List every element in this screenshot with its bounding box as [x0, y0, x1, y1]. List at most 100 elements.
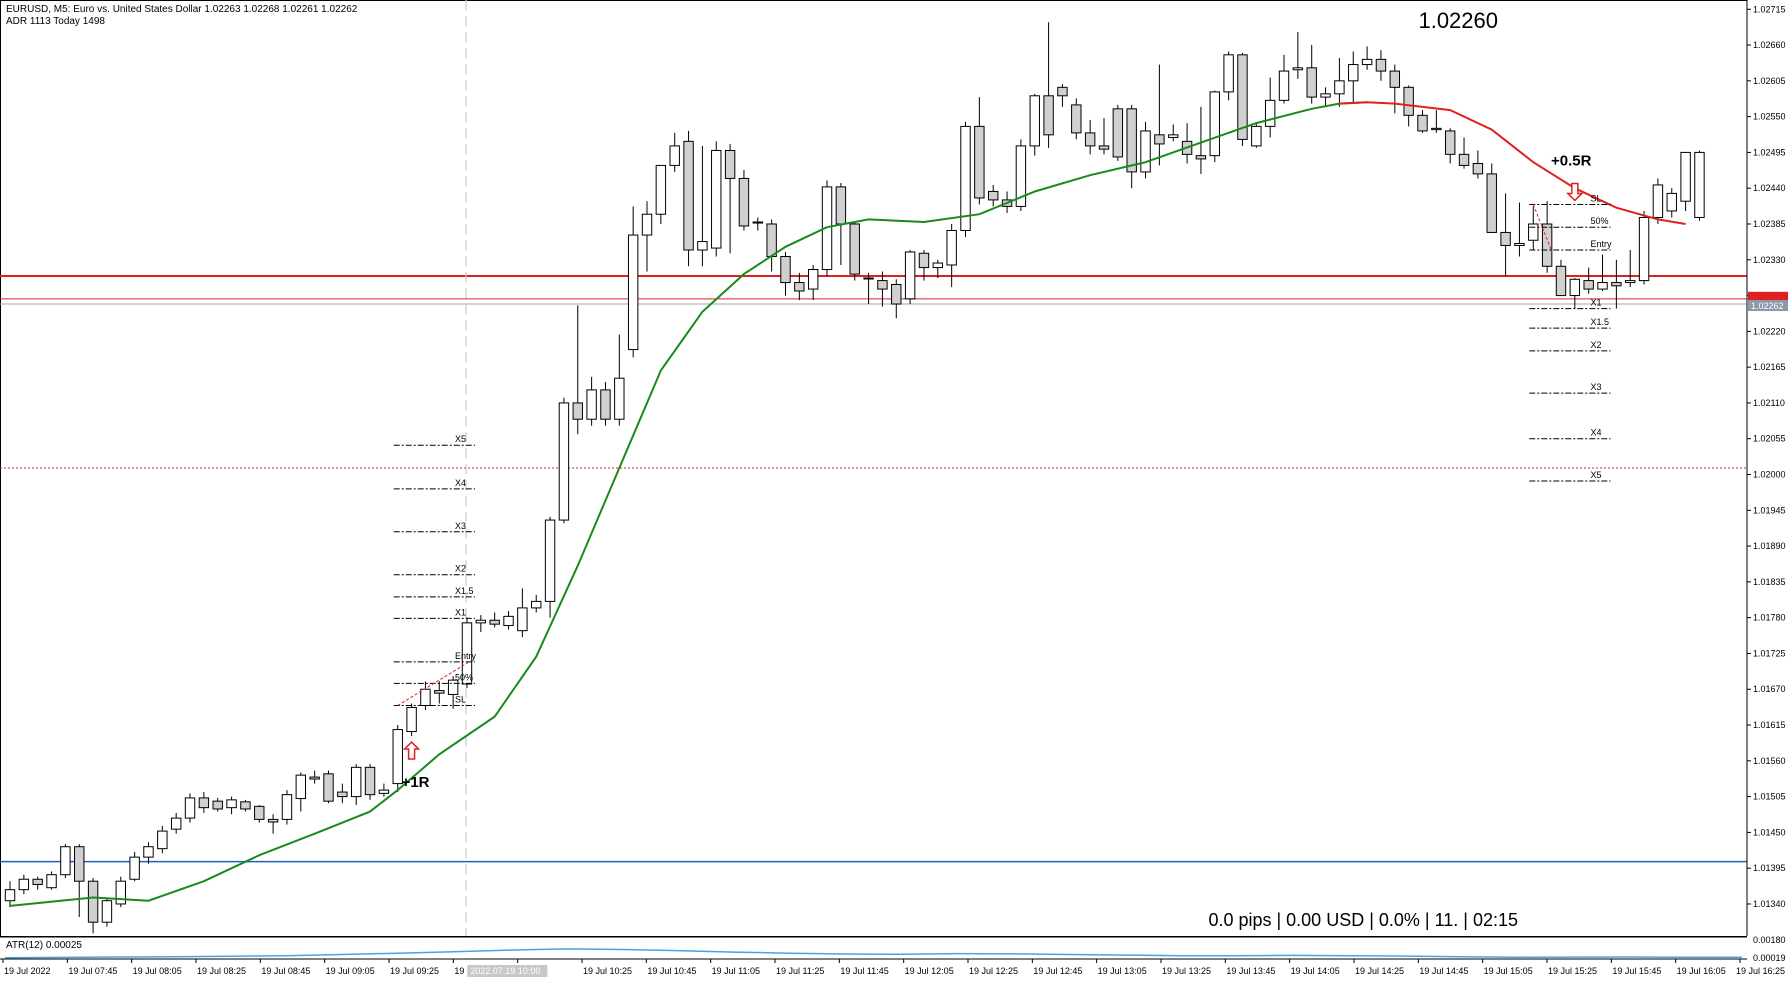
time-axis-label: 19 Jul 15:05 [1484, 966, 1533, 976]
trade-level-label: X2 [1591, 340, 1602, 350]
trade-level-label: X5 [1591, 470, 1602, 480]
candle-body [267, 818, 279, 823]
time-axis-label: 19 Jul 11:05 [712, 966, 760, 976]
candle-body [877, 280, 888, 290]
candle-body [780, 256, 791, 284]
candle-body [254, 805, 265, 820]
candle-body [932, 262, 944, 269]
price-axis-label: 1.01615 [1753, 720, 1786, 730]
candle-body [406, 706, 417, 733]
candle-body [60, 846, 71, 876]
candle-body [87, 880, 99, 923]
candle-body [904, 251, 916, 300]
candle-body [503, 615, 514, 626]
price-axis-label: 1.02385 [1753, 219, 1786, 229]
current-price-display: 1.02260 [1418, 8, 1498, 33]
candle-body [572, 402, 583, 420]
candle-body [752, 221, 764, 224]
candle-body [420, 688, 431, 707]
candle-body [115, 880, 126, 905]
candle-body [683, 140, 694, 251]
candle-body [1251, 125, 1262, 147]
price-axis-label: 1.01340 [1753, 899, 1786, 909]
candle-body [1292, 67, 1304, 71]
candle-body [184, 797, 196, 819]
trade-level-label: 50% [455, 672, 473, 682]
time-axis-label: 19 Jul 08:45 [261, 966, 310, 976]
candle-body [434, 690, 445, 694]
price-axis-label: 1.02550 [1753, 112, 1786, 122]
level-price-tag [1748, 291, 1788, 301]
current-price-tag [1748, 300, 1788, 312]
time-axis-label: 19 Jul 09:05 [326, 966, 375, 976]
time-axis-label: 19 Jul 14:45 [1419, 966, 1468, 976]
candle-body [1569, 278, 1581, 297]
time-axis-label: 19 Jul 12:25 [969, 966, 1018, 976]
crosshair-time-label: 2022.07.19 10:00 [470, 966, 540, 976]
candle-body [1126, 108, 1137, 173]
time-axis-label: 19 Jul 15:45 [1612, 966, 1661, 976]
candle-body [378, 789, 390, 794]
candle-body [766, 223, 777, 258]
current-price-tag-label: 1.02262 [1751, 301, 1784, 311]
candle-body [1334, 80, 1345, 95]
time-axis-label: 19 Jul 16:25 [1736, 966, 1785, 976]
candle-body [987, 190, 999, 201]
time-axis-label: 19 Jul 10:25 [583, 966, 632, 976]
price-axis-label: 1.01395 [1753, 863, 1786, 873]
time-axis-label: 19 Jul 07:45 [68, 966, 117, 976]
candle-body [1084, 132, 1096, 147]
candle-body [1472, 162, 1484, 175]
trade-level-label: X5 [455, 434, 466, 444]
candle-body [849, 223, 860, 275]
candle-body [1320, 93, 1331, 98]
candle-body [1431, 127, 1442, 131]
candle-body [1638, 216, 1650, 282]
candle-body [1140, 130, 1151, 173]
time-axis-label: 19 Jul 15:25 [1548, 966, 1597, 976]
trade-level-label: X4 [455, 478, 466, 488]
candle-body [295, 774, 307, 800]
trade-level-label: SL [1591, 193, 1602, 203]
candle-body [1611, 282, 1622, 287]
candle-body [489, 619, 500, 625]
trade-level-label: X3 [455, 521, 466, 531]
price-axis-background [1747, 0, 1788, 978]
risk-diagonal [1532, 204, 1552, 251]
price-axis-label: 1.01670 [1753, 684, 1786, 694]
price-axis-label: 1.01725 [1753, 648, 1786, 658]
candle-body [157, 830, 168, 850]
candle-body [1348, 64, 1359, 82]
candle-body [1264, 99, 1276, 127]
trade-level-label: SL [455, 695, 466, 705]
time-axis-label: 19 Jul 10:45 [647, 966, 696, 976]
candle-body [1625, 280, 1636, 284]
price-axis-label: 1.02000 [1753, 470, 1786, 480]
candle-body [918, 252, 930, 269]
price-axis-label: 1.02495 [1753, 147, 1786, 157]
candle-body [1195, 155, 1207, 160]
candle-body [475, 619, 487, 624]
candle-body [835, 186, 847, 225]
time-axis-label: 19 Jul 11:45 [840, 966, 888, 976]
candle-body [1112, 108, 1124, 158]
candle-body [1043, 95, 1054, 136]
candle-body [1209, 91, 1220, 157]
time-axis-label: 19 Jul 11:25 [776, 966, 824, 976]
candle-body [46, 874, 57, 889]
candle-body [711, 149, 722, 249]
buy-arrow-icon [402, 740, 421, 760]
candle-body [1500, 231, 1511, 246]
candle-body [1694, 151, 1705, 218]
candle-body [627, 234, 639, 351]
crosshair-time-tag [467, 965, 548, 977]
candle-body [531, 600, 542, 609]
atr-line [4, 948, 1743, 959]
time-axis-label: 19 Jul 2022 [4, 966, 51, 976]
candle-body [641, 213, 653, 236]
candle-body [1057, 86, 1068, 97]
candle-body [600, 389, 611, 420]
moving-average-down-line [1339, 101, 1686, 225]
